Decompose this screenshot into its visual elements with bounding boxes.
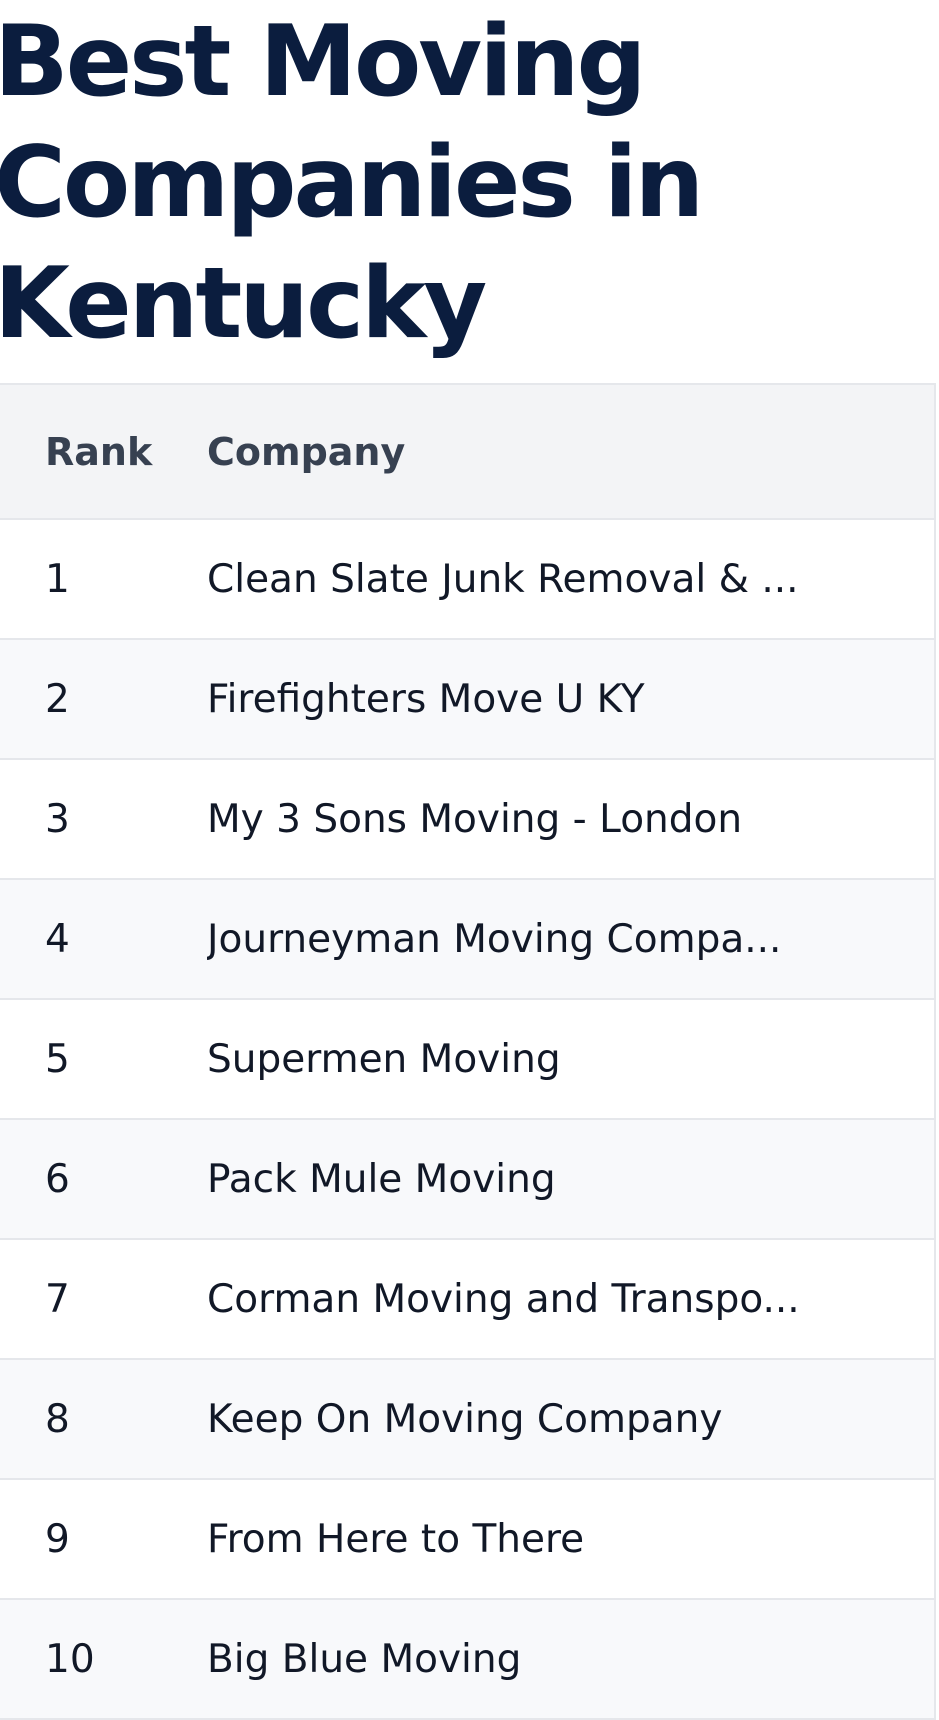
table-row: 2 Firefighters Move U KY <box>0 640 934 760</box>
table-row: 6 Pack Mule Moving <box>0 1120 934 1240</box>
company-cell[interactable]: Supermen Moving <box>207 1036 561 1082</box>
table-row: 8 Keep On Moving Company <box>0 1360 934 1480</box>
rank-cell: 7 <box>45 1276 70 1322</box>
company-cell[interactable]: My 3 Sons Moving - London <box>207 796 743 842</box>
table-row: 9 From Here to There <box>0 1480 934 1600</box>
company-cell[interactable]: Keep On Moving Company <box>207 1396 723 1442</box>
rank-cell: 3 <box>45 796 70 842</box>
table-row: 5 Supermen Moving <box>0 1000 934 1120</box>
rank-cell: 6 <box>45 1156 70 1202</box>
table-row: 4 Journeyman Moving Compa... <box>0 880 934 1000</box>
rank-cell: 4 <box>45 916 70 962</box>
company-cell[interactable]: From Here to There <box>207 1516 585 1562</box>
company-cell[interactable]: Firefighters Move U KY <box>207 676 645 722</box>
company-cell[interactable]: Big Blue Moving <box>207 1636 522 1682</box>
rankings-table: Rank Company 1 Clean Slate Junk Removal &… <box>0 383 936 1720</box>
header-rank: Rank <box>45 429 153 474</box>
rank-cell: 2 <box>45 676 70 722</box>
rank-cell: 10 <box>45 1636 95 1682</box>
rank-cell: 8 <box>45 1396 70 1442</box>
page-title: Best Moving Companies in Kentucky <box>0 5 704 361</box>
rank-cell: 5 <box>45 1036 70 1082</box>
company-cell[interactable]: Clean Slate Junk Removal & ... <box>207 556 799 602</box>
company-cell[interactable]: Corman Moving and Transpo... <box>207 1276 800 1322</box>
company-cell[interactable]: Pack Mule Moving <box>207 1156 556 1202</box>
company-cell[interactable]: Journeyman Moving Compa... <box>207 916 782 962</box>
rank-cell: 9 <box>45 1516 70 1562</box>
header-company: Company <box>207 429 406 474</box>
rank-cell: 1 <box>45 556 70 602</box>
table-row: 1 Clean Slate Junk Removal & ... <box>0 520 934 640</box>
table-row: 7 Corman Moving and Transpo... <box>0 1240 934 1360</box>
table-row: 3 My 3 Sons Moving - London <box>0 760 934 880</box>
table-row: 10 Big Blue Moving <box>0 1600 934 1720</box>
table-header: Rank Company <box>0 385 934 520</box>
